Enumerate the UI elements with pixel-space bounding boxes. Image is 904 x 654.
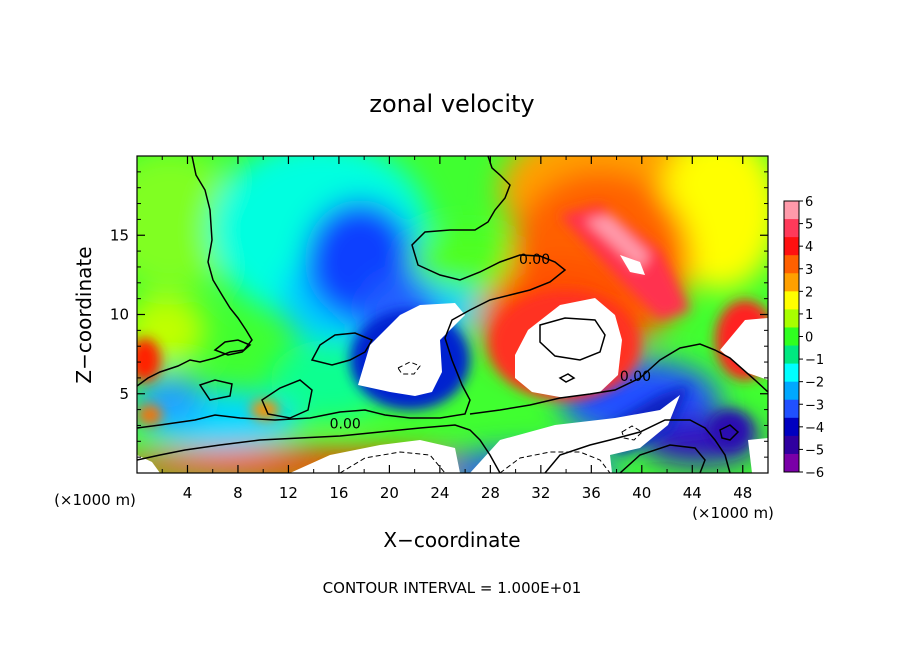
x-tick-label: 8 (233, 484, 243, 502)
white-region (515, 298, 622, 398)
x-tick-label: 16 (329, 484, 348, 502)
colorbar-swatch (784, 381, 799, 401)
colorbar-tick-label: 5 (805, 218, 813, 233)
contour-label: 0.00 (519, 252, 550, 268)
colorbar-swatch (784, 273, 799, 292)
y-tick-label: 15 (110, 226, 129, 244)
white-region (748, 438, 768, 473)
colorbar-tick-label: −5 (805, 443, 824, 458)
white-region (720, 318, 768, 380)
x-tick-label: 20 (380, 484, 399, 502)
x-tick-label: 36 (582, 484, 601, 502)
colorbar-swatch (784, 219, 799, 238)
colorbar-tick-label: −2 (805, 376, 824, 391)
colorbar-tick-label: 3 (805, 263, 813, 278)
colorbar-swatch (784, 291, 799, 310)
y-axis-label: Z−coordinate (72, 246, 96, 383)
y-tick-label: 10 (110, 306, 129, 324)
colorbar-swatch (784, 399, 799, 419)
contour-label: 0.00 (330, 417, 361, 433)
contour-label: 0.00 (620, 369, 651, 385)
x-axis: 4 8 12 16 20 24 28 32 36 40 44 48 (161, 156, 752, 502)
x-tick-label: 4 (183, 484, 193, 502)
contour-lines (137, 156, 768, 473)
colorbar-swatch (784, 327, 799, 347)
x-tick-label: 48 (733, 484, 752, 502)
contour-interval: CONTOUR INTERVAL = 1.000E+01 (323, 579, 582, 597)
x-tick-label: 44 (683, 484, 702, 502)
colorbar-swatch (784, 309, 799, 328)
colorbar-tick-label: −6 (805, 466, 824, 481)
x-tick-label: 24 (430, 484, 449, 502)
colorbar-swatch (784, 201, 799, 220)
colorbar-swatch (784, 363, 799, 383)
x-unit-right: (×1000 m) (692, 504, 774, 522)
chart-title: zonal velocity (369, 90, 534, 118)
colorbar-swatch (784, 345, 799, 365)
x-tick-label: 12 (279, 484, 298, 502)
colorbar-tick-label: 1 (805, 308, 813, 323)
white-region (358, 303, 465, 396)
heatmap-field: 0.00 0.00 0.00 (137, 156, 768, 473)
y-axis: 5 10 15 (110, 171, 768, 458)
colorbar-tick-label: −4 (805, 421, 824, 436)
colorbar-tick-label: −3 (805, 398, 824, 413)
colorbar-swatch (784, 417, 799, 437)
white-region (620, 255, 645, 275)
colorbar: 6 5 4 3 2 1 0 −1 −2 −3 −4 −5 −6 (783, 195, 824, 481)
colorbar-tick-label: 0 (805, 331, 813, 346)
x-axis-label: X−coordinate (383, 528, 520, 552)
colorbar-swatch (784, 255, 799, 274)
white-region (290, 440, 460, 473)
colorbar-tick-label: 4 (805, 240, 813, 255)
colorbar-swatch (784, 453, 799, 473)
colorbar-swatch (784, 237, 799, 256)
x-tick-label: 28 (481, 484, 500, 502)
colorbar-swatch (784, 435, 799, 455)
colorbar-tick-label: 2 (805, 285, 813, 300)
white-region (470, 395, 680, 473)
x-tick-label: 32 (531, 484, 550, 502)
colorbar-tick-label: 6 (805, 195, 813, 210)
y-tick-label: 5 (119, 385, 129, 403)
x-unit-left: (×1000 m) (54, 491, 136, 509)
colorbar-tick-label: −1 (805, 353, 824, 368)
x-tick-label: 40 (632, 484, 651, 502)
